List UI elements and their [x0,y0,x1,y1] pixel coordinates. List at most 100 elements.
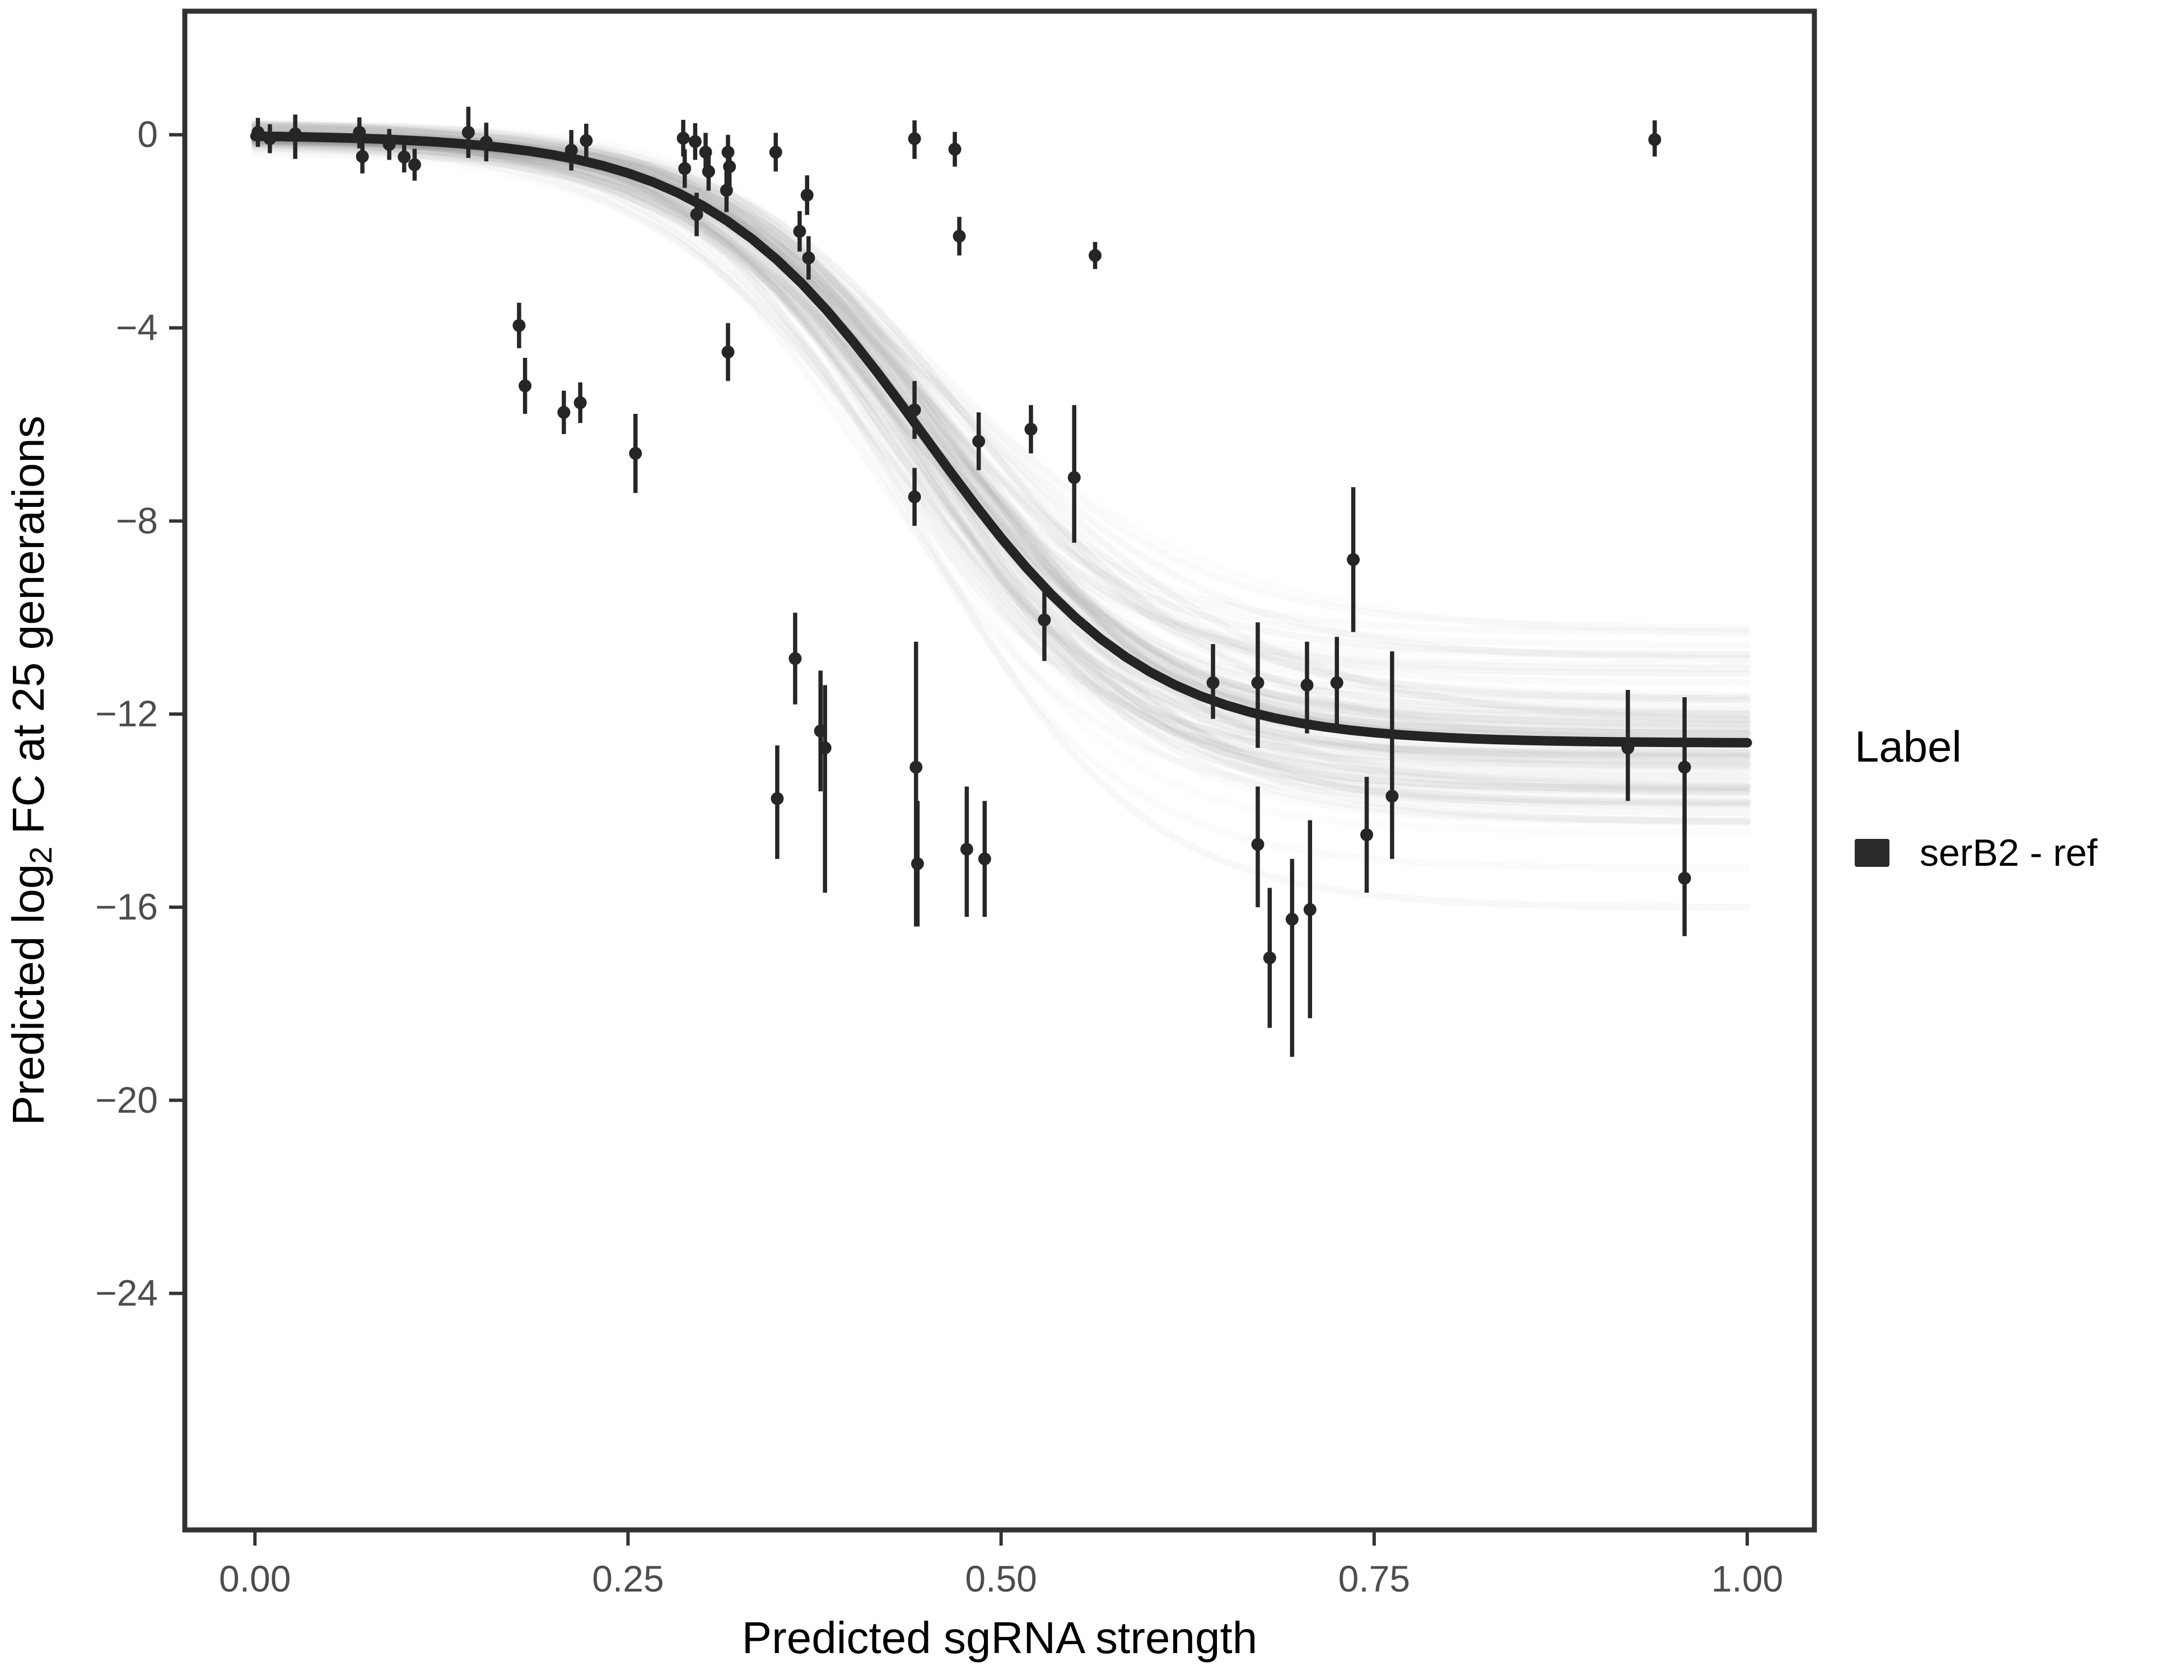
posterior-draw-curve [251,140,1751,775]
posterior-draw-curve [251,144,1751,733]
data-point [288,127,302,141]
data-point [802,251,815,265]
y-axis-title-subscript: 2 [23,847,58,864]
posterior-draw-curve [251,121,1751,757]
posterior-draw-curve [251,131,1751,807]
data-point [263,132,277,146]
data-point [960,843,973,856]
data-point [629,447,642,460]
data-point [721,346,735,359]
data-point [356,150,369,163]
posterior-draw-curve [251,139,1751,729]
y-tick-label: −12 [95,693,158,734]
data-point [1089,249,1102,262]
data-point [908,490,921,503]
data-point [769,146,782,159]
data-point [1300,678,1314,692]
data-point [788,652,802,665]
data-point [1360,828,1374,842]
data-point [676,132,690,145]
x-tick-label: 0.50 [965,1558,1037,1599]
x-tick-label: 0.25 [592,1558,664,1599]
legend-key-serb2-ref [1855,839,1889,867]
y-tick-label: 0 [137,114,158,155]
data-point [771,792,784,805]
y-tick-label: −16 [95,886,158,927]
posterior-draw-curve [251,132,1751,724]
x-axis: 0.00 0.25 0.50 0.75 1.00 [219,1530,1783,1599]
data-point [564,143,578,157]
data-point [557,405,571,419]
data-point [479,136,493,149]
legend-title: Label [1855,722,1962,771]
data-point [909,760,923,774]
data-point [580,134,593,147]
data-point [948,143,962,156]
data-point [972,435,986,448]
data-point [519,379,532,393]
posterior-draw-curve [251,139,1751,806]
data-point [720,184,733,197]
y-axis-title-prefix: Predicted log [3,864,53,1126]
uncertainty-band [251,119,1751,911]
posterior-draw-curve [251,137,1751,825]
posterior-draw-curve [251,130,1751,718]
posterior-draw-curve [251,122,1751,824]
data-point [1330,676,1343,689]
posterior-draw-curve [251,129,1751,764]
data-point [908,403,921,417]
data-point [1263,951,1276,964]
legend: Label serB2 - ref [1855,722,2098,874]
data-point [1678,760,1691,774]
data-point [978,852,991,866]
data-point [911,857,924,870]
x-axis-title: Predicted sgRNA strength [742,1613,1257,1663]
data-point [1347,553,1360,566]
data-point [1251,676,1264,689]
data-point [1648,133,1662,146]
data-points [251,106,1691,1057]
posterior-draw-curve [251,122,1751,739]
x-tick-label: 1.00 [1711,1558,1783,1599]
data-point [953,230,966,243]
data-point [573,396,587,409]
posterior-draw-curve [251,124,1751,768]
fit-curve [250,131,1752,748]
data-point [251,125,265,139]
data-point [1038,613,1051,627]
data-point [908,132,921,146]
x-tick-label: 0.00 [219,1558,291,1599]
data-point [1251,838,1264,851]
y-axis-title-suffix: FC at 25 generations [3,416,53,846]
data-point [688,135,702,148]
posterior-draw-curve [251,141,1751,796]
posterior-draw-curve [251,137,1751,677]
data-point [1303,903,1317,916]
data-point [800,188,814,202]
y-axis: 0 −4 −8 −12 −16 −20 −24 [95,114,185,1314]
posterior-draw-curve [251,129,1751,636]
data-point [1024,423,1038,436]
y-tick-label: −8 [116,500,158,541]
posterior-draw-curve [251,141,1751,762]
x-tick-label: 0.75 [1338,1558,1410,1599]
data-point [512,319,526,332]
posterior-draw-curve [251,136,1751,911]
y-axis-title: Predicted log2 FC at 25 generations [3,416,58,1125]
data-point [702,165,715,178]
data-point [1385,790,1399,803]
data-point [793,225,806,238]
legend-item-label: serB2 - ref [1920,832,2098,874]
data-point [382,138,396,151]
data-point [690,208,703,221]
data-point [1067,471,1081,484]
y-tick-label: −24 [95,1272,158,1314]
data-point [398,150,411,164]
data-point [1678,871,1691,885]
data-point [678,162,692,175]
posterior-draw-curve [251,142,1751,817]
data-point [408,158,421,171]
data-point [818,741,832,754]
